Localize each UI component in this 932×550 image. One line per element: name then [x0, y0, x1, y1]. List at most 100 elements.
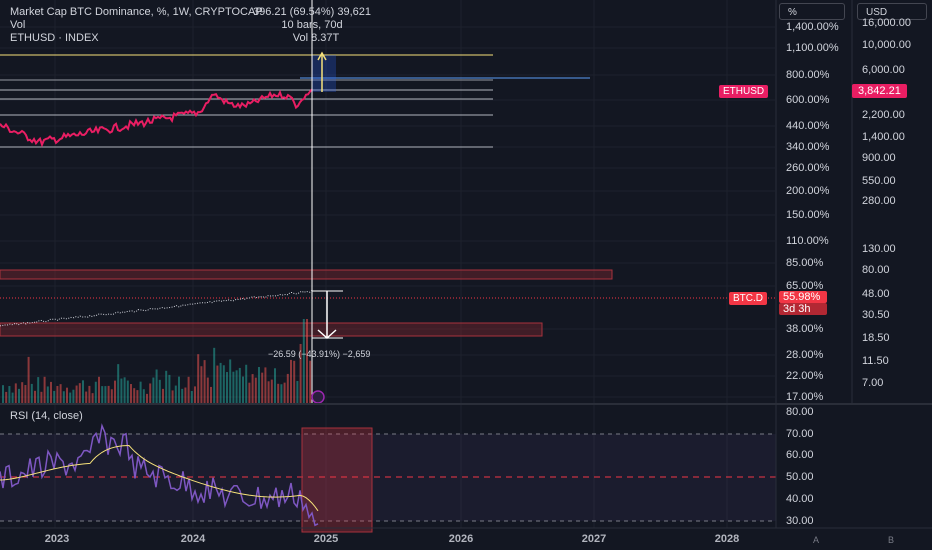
volume-bar	[274, 368, 276, 404]
volume-bar	[248, 382, 251, 404]
volume-bar	[75, 385, 78, 404]
volume-bar	[293, 360, 296, 404]
volume-bar	[82, 380, 84, 404]
ethusd-line	[0, 88, 313, 148]
volume-bar	[181, 388, 184, 404]
ethusd-label-tag: ETHUSD	[719, 85, 769, 98]
volume-bar	[210, 386, 212, 404]
rsi-axis-tick-label: 70.00	[786, 428, 814, 440]
volume-bar	[238, 367, 241, 404]
volume-bar	[158, 379, 161, 404]
support-zone	[0, 322, 543, 337]
percent-axis-tick-label: 600.00%	[786, 94, 830, 106]
volume-bar	[21, 382, 24, 404]
volume-bar	[14, 383, 17, 404]
volume-bar	[18, 388, 20, 404]
volume-bar	[85, 391, 88, 404]
horizontal-lines	[0, 54, 590, 148]
volume-bar	[222, 365, 225, 404]
volume-bar	[5, 391, 8, 404]
volume-bar	[142, 389, 145, 404]
volume-bar	[24, 385, 27, 404]
volume-bar	[168, 374, 171, 404]
volume-bar	[2, 385, 4, 404]
usd-axis-tick-label: 550.00	[862, 175, 896, 187]
percent-axis-tick-label: 440.00%	[786, 120, 830, 132]
volume-legend: Vol	[10, 19, 26, 31]
volume-bar	[59, 384, 62, 404]
volume-bar	[200, 366, 203, 404]
measure-tooltip-line3: Vol 8.37T	[292, 32, 340, 44]
volume-bar	[107, 385, 110, 404]
volume-bar	[126, 380, 129, 404]
volume-bar	[254, 377, 257, 404]
volume-bar	[190, 391, 193, 404]
rsi-pane	[0, 423, 776, 533]
volume-bar	[306, 319, 308, 404]
rsi-axis-tick-label: 30.00	[786, 515, 814, 527]
volume-bar	[66, 387, 68, 404]
rsi-axis-tick-label: 40.00	[786, 493, 814, 505]
auto-scale-button[interactable]: A	[813, 535, 820, 545]
volume-bar	[245, 364, 248, 404]
volume-bar	[302, 319, 305, 404]
volume-bar	[178, 376, 180, 404]
usd-axis-tick-label: 2,200.00	[862, 109, 905, 121]
usd-axis-tick-label: 30.50	[862, 309, 890, 321]
rsi-legend: RSI (14, close)	[10, 410, 83, 422]
volume-bar	[216, 365, 219, 404]
usd-axis-tick-label: 10,000.00	[862, 39, 911, 51]
volume-bar	[30, 383, 33, 404]
volume-bar	[194, 386, 196, 404]
time-label-2028: 2028	[714, 533, 740, 545]
time-label-2026: 2026	[448, 533, 474, 545]
usd-unit-button[interactable]: USD	[857, 3, 927, 20]
chart-title: Market Cap BTC Dominance, %, 1W, CRYPTOC…	[10, 6, 263, 18]
compare-legend: ETHUSD · INDEX	[10, 32, 99, 44]
volume-bar	[171, 390, 174, 404]
volume-bar	[56, 385, 59, 404]
volume-bar	[229, 359, 232, 404]
volume-bar	[149, 383, 152, 404]
volume-bar	[270, 379, 273, 404]
volume-bar	[162, 388, 164, 404]
volume-bar	[213, 347, 216, 404]
percent-axis-tick-label: 22.00%	[786, 370, 824, 382]
rsi-axis-tick-label: 60.00	[786, 449, 814, 461]
percent-unit-button[interactable]: %	[779, 3, 845, 20]
volume-bar	[78, 383, 81, 404]
volume-bar	[46, 386, 49, 404]
usd-axis-tick-label: 7.00	[862, 377, 884, 389]
percent-axis-tick-label: 38.00%	[786, 323, 824, 335]
volume-bar	[133, 388, 136, 404]
volume-bar	[264, 367, 267, 404]
volume-bar	[155, 369, 158, 404]
usd-axis-tick-label: 280.00	[862, 195, 896, 207]
volume-bar	[258, 367, 260, 404]
volume-bar	[114, 380, 116, 404]
volume-bar	[206, 377, 209, 404]
measure-arrow-head	[317, 51, 327, 61]
volume-bar	[34, 390, 36, 404]
percent-axis-tick-label: 65.00%	[786, 280, 824, 292]
btcd-countdown-tag: 3d 3h	[779, 303, 827, 315]
volume-bar	[72, 389, 75, 404]
volume-bar	[219, 362, 222, 404]
volume-bar	[309, 360, 312, 404]
series	[0, 88, 313, 327]
resistance-zone	[0, 269, 613, 280]
volume-bar	[117, 364, 120, 404]
volume-bar	[286, 373, 289, 404]
volume-bars	[2, 319, 312, 404]
volume-bar	[277, 383, 280, 404]
log-scale-button[interactable]: B	[888, 535, 895, 545]
rsi-axis-tick-label: 80.00	[786, 406, 814, 418]
volume-bar	[110, 389, 113, 404]
volume-bar	[139, 381, 142, 404]
volume-bar	[37, 377, 40, 404]
volume-bar	[136, 390, 139, 404]
zones	[0, 269, 775, 337]
percent-axis-tick-label: 110.00%	[786, 235, 829, 247]
